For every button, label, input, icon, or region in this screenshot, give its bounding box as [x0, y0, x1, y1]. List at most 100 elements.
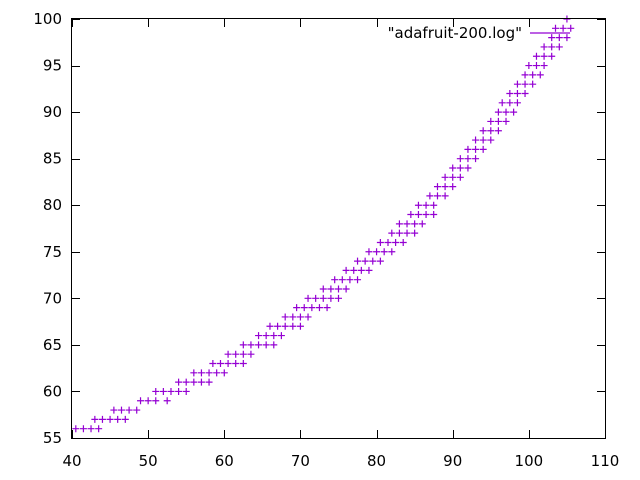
data-point — [548, 43, 556, 51]
data-point — [487, 127, 495, 135]
data-point — [376, 257, 384, 265]
data-point — [281, 322, 289, 330]
data-point — [365, 266, 373, 274]
y-tick-label: 85 — [43, 150, 62, 168]
data-point — [137, 397, 145, 405]
data-point — [304, 294, 312, 302]
y-tick-label: 75 — [43, 243, 62, 261]
data-point — [388, 248, 396, 256]
data-point — [414, 201, 422, 209]
data-point — [304, 313, 312, 321]
y-tick-label: 65 — [43, 336, 62, 354]
data-point — [117, 406, 125, 414]
data-point — [506, 99, 514, 107]
data-point — [403, 220, 411, 228]
data-point — [555, 34, 563, 42]
data-point — [494, 117, 502, 125]
data-point — [87, 425, 95, 433]
data-point — [548, 34, 556, 42]
data-point — [456, 164, 464, 172]
data-point — [293, 304, 301, 312]
plot-frame — [71, 18, 606, 439]
data-point — [529, 71, 537, 79]
y-tick-label: 95 — [43, 57, 62, 75]
data-point — [289, 313, 297, 321]
data-point — [399, 238, 407, 246]
y-tick-label: 60 — [43, 382, 62, 400]
data-point — [335, 294, 342, 302]
data-point — [255, 341, 263, 349]
data-point — [456, 173, 464, 181]
data-point — [205, 378, 213, 386]
x-tick-label: 40 — [62, 452, 81, 470]
data-point — [262, 341, 270, 349]
data-point — [308, 304, 316, 312]
data-point — [464, 164, 472, 172]
data-point — [144, 397, 152, 405]
data-point — [521, 89, 529, 97]
data-point — [175, 378, 183, 386]
data-point — [426, 192, 434, 200]
data-point — [506, 89, 514, 97]
data-point — [552, 24, 560, 32]
data-point — [232, 360, 240, 368]
data-point — [464, 155, 472, 163]
data-point — [513, 99, 521, 107]
data-point — [95, 425, 103, 433]
data-point — [384, 238, 392, 246]
data-point — [548, 52, 556, 60]
data-point — [540, 52, 548, 60]
data-point — [319, 285, 327, 293]
data-point — [220, 369, 228, 377]
data-point — [342, 266, 350, 274]
data-point — [106, 415, 114, 423]
data-point — [152, 397, 160, 405]
data-point — [433, 192, 441, 200]
data-point — [209, 360, 217, 368]
data-point — [513, 80, 521, 88]
data-point — [487, 136, 495, 144]
data-point — [521, 80, 529, 88]
data-point — [232, 350, 240, 358]
data-point — [521, 71, 529, 79]
data-point — [319, 294, 327, 302]
data-point — [357, 266, 365, 274]
data-point — [270, 332, 278, 340]
data-point — [392, 238, 400, 246]
y-tick-label: 90 — [43, 103, 62, 121]
data-point — [239, 350, 247, 358]
x-tick-label: 50 — [139, 452, 158, 470]
data-point — [72, 425, 80, 433]
data-point — [494, 127, 502, 135]
x-tick-label: 90 — [443, 452, 462, 470]
data-point — [403, 229, 411, 237]
data-point — [411, 220, 419, 228]
data-point — [433, 183, 441, 191]
data-point — [555, 43, 563, 51]
data-point — [197, 378, 205, 386]
data-point — [525, 62, 533, 70]
data-point — [472, 155, 480, 163]
x-tick-label: 110 — [591, 452, 620, 470]
data-point — [498, 99, 506, 107]
data-point — [430, 211, 438, 219]
data-point — [430, 201, 438, 209]
legend: "adafruit-200.log" — [388, 24, 570, 42]
data-point — [464, 145, 472, 153]
data-point — [342, 285, 350, 293]
data-point — [422, 211, 430, 219]
x-tick-label: 80 — [367, 452, 386, 470]
data-point — [395, 220, 403, 228]
data-point — [472, 145, 480, 153]
data-point — [289, 322, 297, 330]
data-point — [262, 332, 270, 340]
data-point — [300, 304, 308, 312]
x-tick-label: 100 — [515, 452, 544, 470]
data-point — [110, 406, 118, 414]
data-point — [163, 397, 171, 405]
data-point — [354, 276, 362, 284]
data-point — [346, 276, 354, 284]
data-point — [479, 145, 487, 153]
data-point — [331, 276, 339, 284]
data-point — [365, 248, 373, 256]
